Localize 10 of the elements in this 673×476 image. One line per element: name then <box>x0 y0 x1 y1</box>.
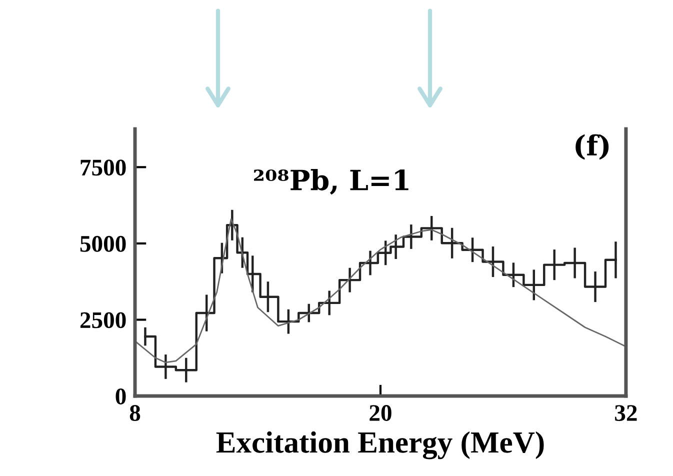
annotation: (f) <box>576 134 609 160</box>
annotation: ²⁰⁸Pb, L=1 <box>254 168 408 195</box>
y-tick-label: 5000 <box>80 236 126 252</box>
x-axis-title: Excitation Energy (MeV) <box>216 431 544 460</box>
x-tick-label: 32 <box>615 405 637 421</box>
x-tick-label: 8 <box>130 405 140 421</box>
x-tick-label: 20 <box>370 405 392 421</box>
y-tick-label: 7500 <box>80 160 126 176</box>
y-tick-label: 0 <box>116 388 126 404</box>
y-tick-label: 2500 <box>80 312 126 328</box>
